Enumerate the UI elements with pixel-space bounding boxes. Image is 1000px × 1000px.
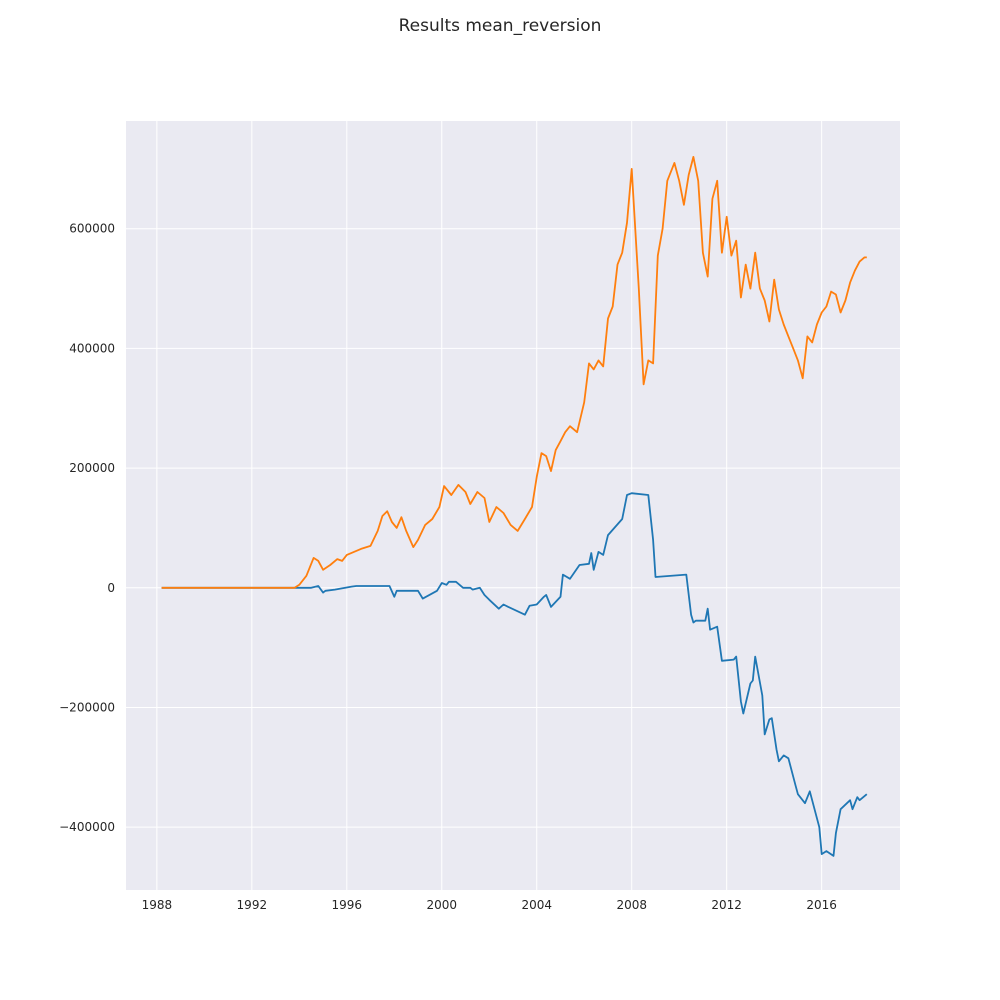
x-tick-label: 2008	[616, 898, 647, 912]
x-tick-label: 1996	[332, 898, 363, 912]
x-tick-label: 2004	[521, 898, 552, 912]
plot-area	[126, 121, 900, 890]
x-tick-label: 2012	[711, 898, 742, 912]
y-tick-label: 200000	[69, 461, 115, 475]
tick-layer: 1988 1992 1996 2000 2004 2008 2012 2016 −400000 −…	[59, 222, 837, 912]
chart-title: Results mean_reversion	[398, 16, 602, 36]
x-tick-label: 1992	[237, 898, 268, 912]
series-line-2	[161, 155, 867, 589]
series-line-1	[161, 492, 868, 857]
y-tick-label: 0	[107, 581, 115, 595]
x-tick-label: 2016	[806, 898, 837, 912]
x-tick-label: 1988	[142, 898, 173, 912]
x-tick-label: 2000	[426, 898, 457, 912]
grid-layer	[126, 121, 900, 890]
y-tick-label: −200000	[59, 700, 115, 714]
y-tick-label: 600000	[69, 222, 115, 236]
series-layer	[161, 155, 868, 857]
y-tick-label: −400000	[59, 820, 115, 834]
y-tick-label: 400000	[69, 341, 115, 355]
